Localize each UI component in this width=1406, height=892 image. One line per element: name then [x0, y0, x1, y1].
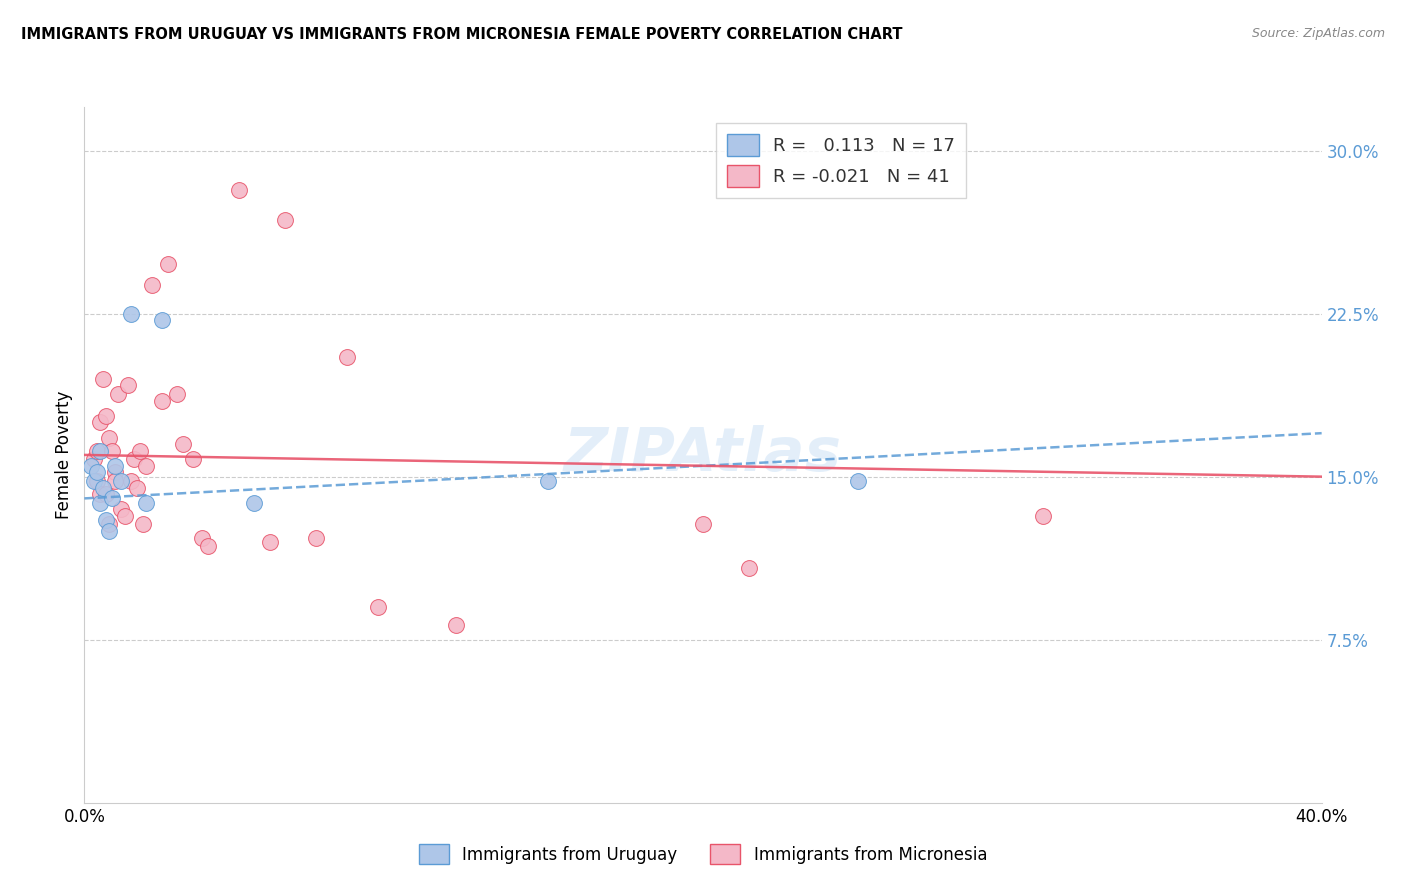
Point — [181, 452, 204, 467]
Point — [444, 617, 467, 632]
Point — [114, 508, 136, 523]
Legend: Immigrants from Uruguay, Immigrants from Micronesia: Immigrants from Uruguay, Immigrants from… — [412, 838, 994, 871]
Point — [274, 213, 297, 227]
Point — [120, 307, 142, 321]
Point — [228, 183, 250, 197]
Point — [122, 452, 145, 467]
Point — [120, 474, 142, 488]
Point — [98, 524, 121, 538]
Point — [104, 458, 127, 473]
Point — [692, 517, 714, 532]
Point — [104, 474, 127, 488]
Point — [336, 350, 359, 364]
Point — [98, 517, 121, 532]
Point — [89, 496, 111, 510]
Point — [89, 487, 111, 501]
Point — [172, 437, 194, 451]
Point — [367, 600, 389, 615]
Point — [135, 496, 157, 510]
Point — [89, 443, 111, 458]
Point — [738, 561, 761, 575]
Point — [117, 378, 139, 392]
Point — [537, 474, 560, 488]
Point — [846, 474, 869, 488]
Point — [91, 372, 114, 386]
Text: ZIPAtlas: ZIPAtlas — [564, 425, 842, 484]
Point — [86, 466, 108, 480]
Point — [83, 474, 105, 488]
Point — [150, 313, 173, 327]
Point — [129, 443, 152, 458]
Point — [94, 409, 117, 423]
Text: IMMIGRANTS FROM URUGUAY VS IMMIGRANTS FROM MICRONESIA FEMALE POVERTY CORRELATION: IMMIGRANTS FROM URUGUAY VS IMMIGRANTS FR… — [21, 27, 903, 42]
Point — [243, 496, 266, 510]
Point — [166, 387, 188, 401]
Point — [98, 431, 121, 445]
Point — [107, 387, 129, 401]
Point — [150, 393, 173, 408]
Point — [110, 474, 132, 488]
Point — [110, 502, 132, 516]
Point — [86, 443, 108, 458]
Point — [135, 458, 157, 473]
Point — [305, 531, 328, 545]
Point — [191, 531, 214, 545]
Point — [197, 539, 219, 553]
Point — [83, 452, 105, 467]
Point — [141, 278, 163, 293]
Point — [86, 474, 108, 488]
Point — [89, 415, 111, 429]
Point — [156, 257, 179, 271]
Text: Source: ZipAtlas.com: Source: ZipAtlas.com — [1251, 27, 1385, 40]
Point — [101, 491, 124, 506]
Y-axis label: Female Poverty: Female Poverty — [55, 391, 73, 519]
Point — [104, 466, 127, 480]
Point — [125, 481, 148, 495]
Point — [132, 517, 155, 532]
Point — [79, 458, 101, 473]
Point — [1032, 508, 1054, 523]
Point — [101, 443, 124, 458]
Point — [94, 487, 117, 501]
Point — [91, 481, 114, 495]
Point — [94, 513, 117, 527]
Point — [259, 535, 281, 549]
